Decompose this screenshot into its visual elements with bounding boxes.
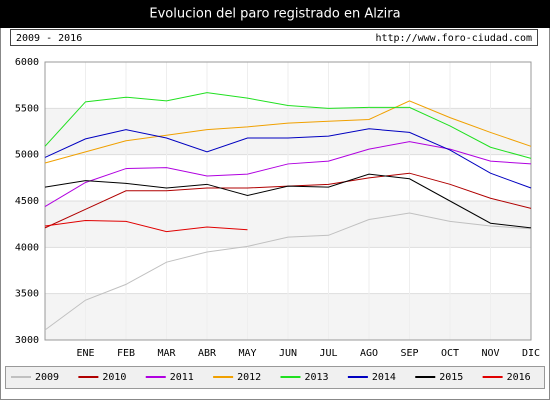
x-tick-label: ENE — [76, 348, 94, 359]
legend-label: 2012 — [237, 372, 261, 383]
legend-label: 2009 — [35, 372, 59, 383]
x-tick-label: FEB — [117, 348, 135, 359]
legend-box — [5, 366, 545, 389]
y-tick-label: 4500 — [15, 196, 39, 207]
x-tick-label: MAR — [157, 348, 176, 359]
legend-label: 2010 — [102, 372, 126, 383]
y-tick-label: 5000 — [15, 150, 39, 161]
legend-label: 2016 — [507, 372, 531, 383]
x-tick-label: AGO — [360, 348, 378, 359]
y-tick-label: 3500 — [15, 289, 39, 300]
y-tick-label: 4000 — [15, 242, 39, 253]
line — [44, 141, 532, 207]
x-tick-label: NOV — [481, 348, 499, 359]
x-tick-label: OCT — [441, 348, 459, 359]
legend-label: 2011 — [170, 372, 194, 383]
subtitle: 2009 - 2016 — [16, 33, 82, 44]
legend-label: 2013 — [305, 372, 329, 383]
line — [44, 173, 532, 229]
legend-label: 2014 — [372, 372, 396, 383]
x-tick-label: MAY — [238, 348, 256, 359]
source: http://www.foro-ciudad.com — [375, 33, 532, 44]
line — [44, 100, 532, 164]
y-tick-label: 6000 — [15, 57, 39, 68]
title-bar — [0, 0, 550, 28]
chart-title: Evolucion del paro registrado en Alzira — [149, 7, 400, 22]
y-tick-label: 5500 — [15, 103, 39, 114]
plot-border — [44, 61, 532, 341]
x-tick-label: ABR — [198, 348, 217, 359]
legend-label: 2015 — [439, 372, 463, 383]
x-tick-label: DIC — [522, 348, 540, 359]
x-tick-label: SEP — [400, 348, 418, 359]
x-tick-label: JUL — [319, 348, 337, 359]
line — [44, 92, 532, 159]
line — [44, 128, 532, 189]
line — [44, 212, 532, 331]
y-tick-label: 3000 — [15, 335, 39, 346]
line — [44, 219, 248, 233]
subtitle-box — [10, 29, 538, 46]
x-tick-label: JUN — [279, 348, 297, 359]
